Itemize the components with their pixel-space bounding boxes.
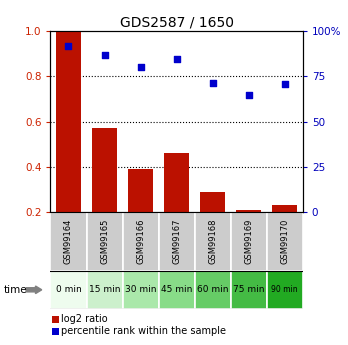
Text: GSM99169: GSM99169: [244, 219, 253, 264]
Bar: [200, 192, 225, 212]
Bar: [231, 271, 267, 309]
Bar: [87, 271, 122, 309]
Bar: [164, 153, 189, 212]
Bar: [267, 212, 303, 271]
Point: [102, 52, 107, 57]
Text: 15 min: 15 min: [89, 285, 120, 294]
Text: percentile rank within the sample: percentile rank within the sample: [61, 326, 226, 336]
Point: [210, 80, 215, 86]
Bar: [128, 169, 153, 212]
Text: GSM99166: GSM99166: [136, 219, 145, 264]
Bar: [195, 271, 231, 309]
Text: 60 min: 60 min: [197, 285, 228, 294]
Bar: [50, 212, 87, 271]
Text: GSM99165: GSM99165: [100, 219, 109, 264]
Bar: [195, 212, 231, 271]
Text: time: time: [3, 285, 27, 295]
Text: 75 min: 75 min: [233, 285, 264, 294]
Point: [174, 56, 180, 62]
Bar: [231, 212, 267, 271]
Bar: [56, 31, 81, 212]
Text: log2 ratio: log2 ratio: [61, 314, 108, 324]
Bar: [122, 271, 159, 309]
Bar: [267, 271, 303, 309]
Bar: [159, 212, 195, 271]
Bar: [236, 210, 261, 212]
Text: 45 min: 45 min: [161, 285, 192, 294]
Text: 90 min: 90 min: [271, 285, 298, 294]
Bar: [272, 205, 297, 212]
Bar: [87, 212, 122, 271]
Point: [66, 43, 71, 48]
Bar: [122, 212, 159, 271]
Text: GSM99168: GSM99168: [208, 219, 217, 264]
Title: GDS2587 / 1650: GDS2587 / 1650: [120, 16, 234, 30]
Text: GSM99170: GSM99170: [280, 219, 289, 264]
Bar: [50, 271, 87, 309]
Text: 0 min: 0 min: [56, 285, 81, 294]
Text: 30 min: 30 min: [125, 285, 156, 294]
Point: [138, 65, 143, 70]
Point: [282, 82, 287, 87]
Bar: [159, 271, 195, 309]
Point: [246, 92, 252, 98]
Text: GSM99167: GSM99167: [172, 219, 181, 264]
Bar: [92, 128, 117, 212]
Text: GSM99164: GSM99164: [64, 219, 73, 264]
